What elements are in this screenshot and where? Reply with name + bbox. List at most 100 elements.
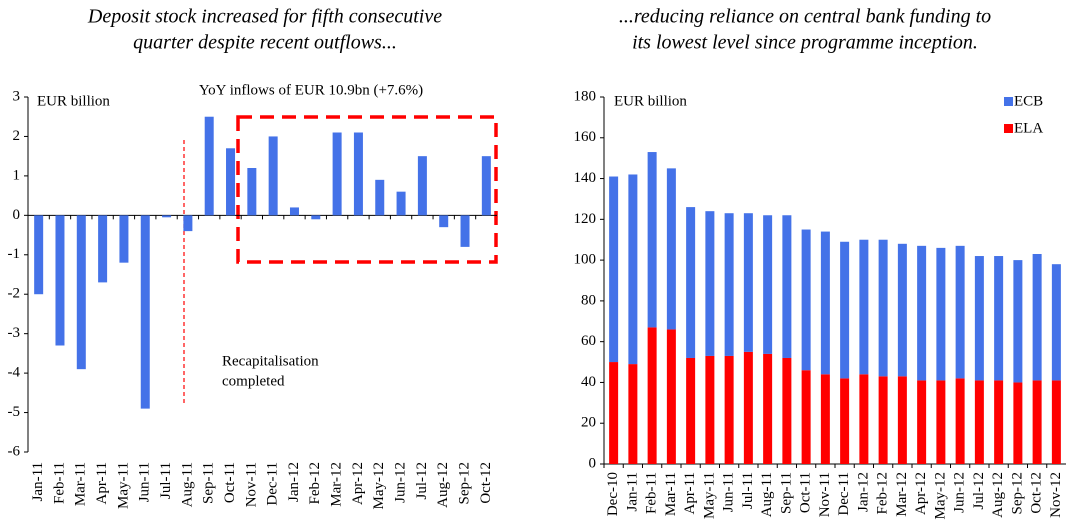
bar-segment bbox=[666, 168, 676, 330]
bar bbox=[353, 132, 363, 216]
bar-segment bbox=[782, 357, 792, 464]
y-tick-label: 20 bbox=[581, 415, 596, 431]
x-tick-label: Jul-12 bbox=[414, 462, 430, 500]
x-tick-label: Jan-11 bbox=[30, 462, 46, 501]
bar bbox=[55, 215, 65, 346]
bar-segment bbox=[724, 355, 734, 464]
legend-label: ELA bbox=[1014, 120, 1043, 136]
bar-segment bbox=[1051, 264, 1061, 381]
x-tick-label: May-12 bbox=[371, 462, 387, 510]
y-tick-label: 2 bbox=[13, 128, 21, 144]
x-tick-label: Aug-12 bbox=[435, 462, 451, 508]
bar-segment bbox=[859, 239, 869, 375]
bar-segment bbox=[801, 370, 811, 464]
bar bbox=[311, 215, 321, 220]
bar-segment bbox=[917, 380, 927, 464]
x-tick-label: Jan-12 bbox=[855, 472, 871, 512]
chart-title: Deposit stock increased for fifth consec… bbox=[87, 6, 442, 28]
bar bbox=[183, 215, 193, 232]
y-tick-label: 100 bbox=[574, 252, 597, 268]
bar-segment bbox=[936, 380, 946, 464]
x-tick-label: Aug-12 bbox=[990, 472, 1006, 518]
x-tick-label: Sep-11 bbox=[201, 462, 217, 504]
x-tick-label: Jan-11 bbox=[624, 472, 640, 511]
bar-segment bbox=[609, 176, 619, 363]
bar-segment bbox=[647, 327, 657, 464]
bar-segment bbox=[686, 207, 696, 358]
bar-segment bbox=[897, 376, 907, 464]
x-tick-label: Feb-12 bbox=[307, 462, 323, 505]
x-tick-label: Mar-12 bbox=[894, 472, 910, 517]
bar-segment bbox=[801, 229, 811, 371]
bar-segment bbox=[974, 380, 984, 464]
bar bbox=[247, 168, 257, 216]
bar-segment bbox=[724, 213, 734, 356]
y-tick-label: -1 bbox=[8, 246, 21, 262]
bar-segment bbox=[840, 378, 850, 464]
x-tick-label: Nov-11 bbox=[243, 462, 259, 507]
x-tick-label: Feb-11 bbox=[644, 472, 660, 514]
x-tick-label: Mar-11 bbox=[663, 472, 679, 516]
x-tick-label: Sep-11 bbox=[778, 472, 794, 514]
bar-segment bbox=[628, 364, 638, 464]
bar-segment bbox=[820, 374, 830, 464]
x-tick-label: Jun-11 bbox=[137, 462, 153, 502]
x-tick-label: Jul-11 bbox=[158, 462, 174, 499]
bar-segment bbox=[897, 243, 907, 377]
y-tick-label: -6 bbox=[8, 443, 21, 459]
y-tick-label: 140 bbox=[574, 170, 597, 186]
bar-segment bbox=[666, 329, 676, 464]
x-tick-label: May-11 bbox=[115, 462, 131, 509]
bar-segment bbox=[1051, 380, 1061, 464]
bar-segment bbox=[955, 245, 965, 379]
legend-swatch bbox=[1004, 97, 1013, 106]
bar-segment bbox=[782, 215, 792, 358]
x-tick-label: Sep-12 bbox=[456, 462, 472, 505]
bar bbox=[204, 116, 214, 216]
y-tick-label: -2 bbox=[8, 286, 21, 302]
x-tick-label: Jun-12 bbox=[393, 462, 409, 503]
x-tick-label: Dec-11 bbox=[836, 472, 852, 516]
bar-segment bbox=[994, 380, 1004, 464]
bar-segment bbox=[705, 211, 715, 356]
x-tick-label: Dec-11 bbox=[265, 462, 281, 506]
legend-swatch bbox=[1004, 124, 1013, 133]
y-tick-label: -4 bbox=[8, 365, 21, 381]
bar-segment bbox=[820, 231, 830, 375]
bar-segment bbox=[955, 378, 965, 464]
bar bbox=[140, 215, 150, 409]
x-tick-label: Aug-11 bbox=[179, 462, 195, 507]
bar-segment bbox=[628, 174, 638, 365]
bar bbox=[417, 156, 427, 216]
annotation: EUR billion bbox=[37, 93, 110, 109]
x-tick-label: Apr-11 bbox=[94, 462, 110, 504]
x-tick-label: Nov-12 bbox=[1048, 472, 1064, 518]
bar-segment bbox=[1032, 380, 1042, 464]
bar-segment bbox=[686, 357, 696, 464]
bar-segment bbox=[994, 256, 1004, 381]
y-tick-label: 1 bbox=[13, 167, 21, 183]
x-tick-label: May-12 bbox=[932, 472, 948, 520]
bar bbox=[439, 215, 449, 228]
y-tick-label: 60 bbox=[581, 333, 596, 349]
chart-title: quarter despite recent outflows... bbox=[133, 32, 397, 54]
bar bbox=[396, 191, 406, 216]
y-tick-label: 3 bbox=[13, 88, 21, 104]
x-tick-label: Dec-10 bbox=[605, 472, 621, 516]
x-tick-label: Aug-11 bbox=[759, 472, 775, 517]
legend-label: ECB bbox=[1014, 93, 1043, 109]
bar bbox=[98, 215, 108, 283]
x-tick-label: Nov-11 bbox=[817, 472, 833, 517]
bar bbox=[76, 215, 86, 370]
bar bbox=[332, 132, 342, 216]
x-tick-label: Oct-11 bbox=[222, 462, 238, 503]
y-tick-label: 180 bbox=[574, 88, 597, 104]
chart-title: its lowest level since programme incepti… bbox=[632, 32, 978, 54]
y-tick-label: 40 bbox=[581, 374, 596, 390]
bar-segment bbox=[763, 215, 773, 354]
bar bbox=[34, 215, 44, 295]
annotation: YoY inflows of EUR 10.9bn (+7.6%) bbox=[199, 82, 423, 98]
bar-segment bbox=[1013, 382, 1023, 464]
x-tick-label: Oct-11 bbox=[798, 472, 814, 513]
bar bbox=[226, 148, 236, 216]
